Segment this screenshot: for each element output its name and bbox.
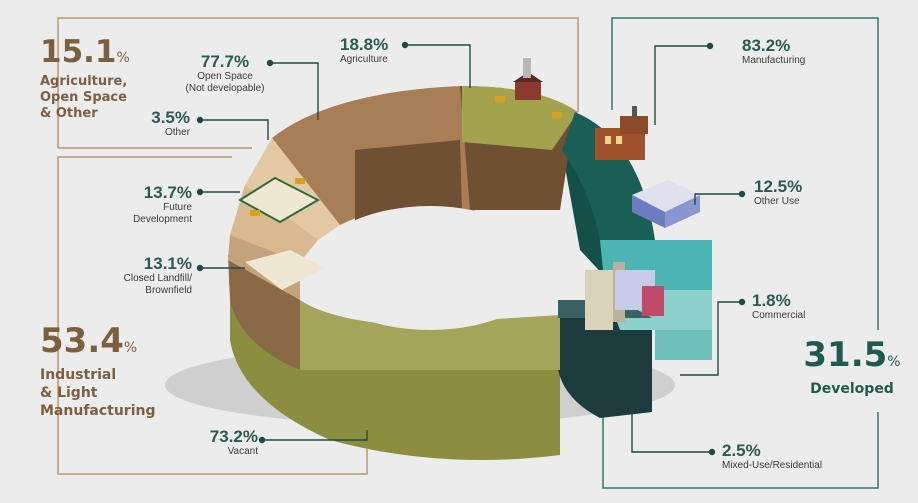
value-mixed-use: 2.5% (722, 441, 761, 460)
group-agriculture-title-1: Agriculture, (40, 74, 128, 89)
donut-hole (312, 206, 548, 330)
leader-lines (196, 41, 746, 456)
leader-agriculture (405, 44, 471, 88)
label-manufacturing: 83.2% Manufacturing (742, 37, 852, 67)
leader-otheruse (694, 193, 742, 205)
buildings-illustration (585, 262, 664, 330)
group-industrial-pct: 53.4% (40, 321, 138, 361)
group-industrial-title-2: & Light (40, 385, 98, 401)
text-agriculture: Agriculture (340, 54, 388, 65)
group-industrial-title-1: Industrial (40, 367, 117, 383)
label-vacant: 73.2% Vacant (186, 428, 258, 458)
segment-manufacturing (562, 112, 655, 240)
label-mixed-use: 2.5% Mixed-Use/Residential (722, 442, 862, 472)
group-developed-pct: 31.5% (803, 335, 901, 375)
label-closed-landfill: 13.1% Closed Landfill/ Brownfield (92, 255, 192, 297)
group-agriculture-title-3: & Other (40, 106, 98, 121)
value-vacant: 73.2% (209, 427, 258, 446)
leader-manufacturing (654, 45, 710, 125)
factory-illustration (595, 106, 648, 160)
leader-mixeduse (631, 410, 712, 453)
value-other: 3.5% (151, 108, 190, 127)
value-manufacturing: 83.2% (742, 36, 791, 55)
segment-mixeduse-side (558, 318, 652, 418)
landfill-illustration (245, 250, 325, 290)
value-other-use: 12.5% (754, 177, 803, 196)
segment-vacant-side (228, 262, 560, 460)
text-open-space-1: Open Space (197, 71, 253, 82)
group-industrial-heading: 53.4% Industrial & Light Manufacturing (40, 323, 210, 420)
segment-vacant (300, 300, 560, 370)
leader-vacant (262, 430, 368, 441)
bracket-industrial-group (57, 156, 368, 475)
group-developed-heading: 31.5% Developed (796, 336, 908, 397)
label-other-use: 12.5% Other Use (754, 178, 844, 208)
value-closed-landfill: 13.1% (143, 254, 192, 273)
value-agriculture: 18.8% (340, 35, 389, 54)
text-vacant: Vacant (227, 446, 258, 457)
group-industrial-title-3: Manufacturing (40, 403, 156, 419)
value-commercial: 1.8% (752, 291, 791, 310)
warehouse-illustration (632, 180, 700, 228)
text-commercial: Commercial (752, 310, 806, 321)
bracket-developed-bottom (602, 388, 879, 489)
text-mixed-use: Mixed-Use/Residential (722, 460, 823, 471)
text-manufacturing: Manufacturing (742, 55, 806, 66)
construction-site-illustration (238, 176, 321, 224)
leader-commercial (680, 301, 742, 376)
label-open-space: 77.7% Open Space (Not developable) (180, 53, 270, 95)
value-open-space: 77.7% (200, 52, 250, 71)
text-other: Other (164, 127, 190, 138)
text-other-use: Other Use (754, 196, 800, 207)
segment-agriculture-top (462, 86, 578, 150)
text-closed-landfill-1: Closed Landfill/ (123, 273, 192, 284)
text-open-space-2: (Not developable) (185, 83, 265, 94)
group-agriculture-heading: 15.1% Agriculture, Open Space & Other (40, 36, 190, 122)
group-agriculture-pct: 15.1% (40, 34, 130, 70)
segment-brownfield-side (228, 255, 300, 370)
bracket-developed-group (611, 17, 879, 330)
segment-commercial-side (655, 330, 712, 360)
leader-openspace (270, 62, 319, 120)
text-closed-landfill-2: Brownfield (145, 285, 192, 296)
farm-illustration (495, 58, 562, 118)
group-agriculture-title-2: Open Space (40, 90, 127, 105)
bracket-agriculture-group (57, 17, 579, 148)
label-agriculture: 18.8% Agriculture (340, 36, 420, 66)
value-future-development: 13.7% (143, 183, 192, 202)
group-developed-title: Developed (810, 381, 894, 397)
text-future-development-2: Development (133, 214, 192, 225)
label-other: 3.5% Other (120, 109, 190, 139)
label-future-development: 13.7% Future Development (100, 184, 192, 226)
leader-other (200, 119, 269, 140)
label-commercial: 1.8% Commercial (752, 292, 842, 322)
text-future-development-1: Future (163, 202, 192, 213)
